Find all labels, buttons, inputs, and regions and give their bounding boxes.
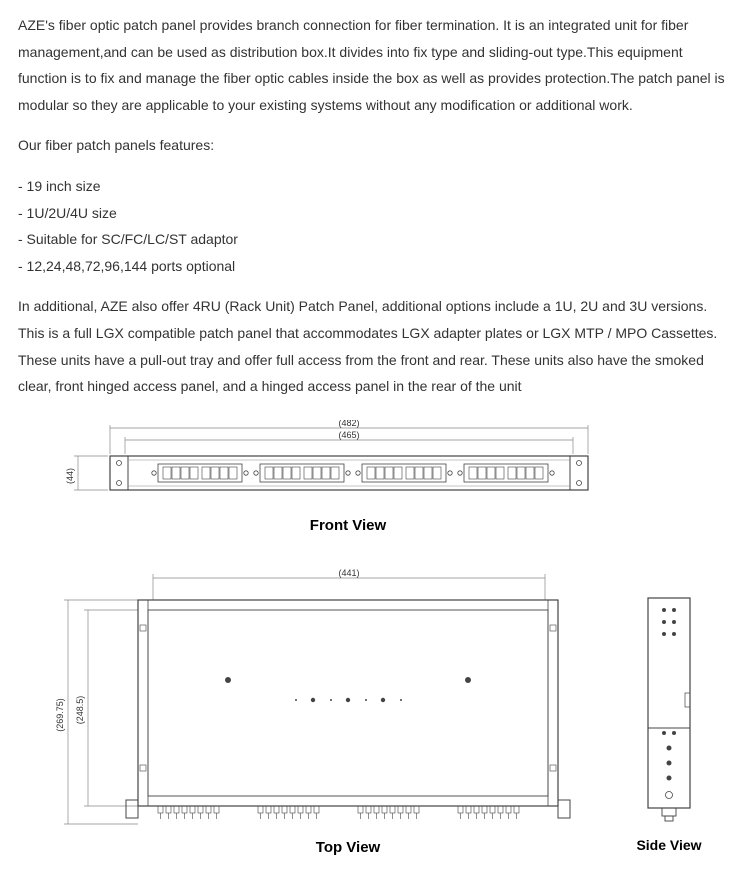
features-title: Our fiber patch panels features: [18,132,732,159]
feature-item: - 1U/2U/4U size [18,200,732,227]
front-dim-465: (465) [338,430,359,440]
feature-item: - Suitable for SC/FC/LC/ST adaptor [18,226,732,253]
feature-item: - 12,24,48,72,96,144 ports optional [18,253,732,280]
feature-item: - 19 inch size [18,173,732,200]
front-dim-482: (482) [338,420,359,428]
front-view-drawing: (482) (465) (44) Front [65,420,588,534]
side-view-label: Side View [636,837,701,853]
top-view-drawing: (441) (269.75) (248.5) [55,568,570,856]
top-dim-inner: (248.5) [75,695,85,724]
features-list: - 19 inch size - 1U/2U/4U size - Suitabl… [18,173,732,279]
top-view-label: Top View [316,839,381,856]
additional-paragraph: In additional, AZE also offer 4RU (Rack … [18,293,732,399]
side-view-drawing: Side View [636,598,701,853]
top-dim-441: (441) [338,568,359,578]
front-view-label: Front View [310,517,387,534]
front-dim-44: (44) [65,468,75,484]
top-dim-outer: (269.75) [55,698,65,732]
intro-paragraph: AZE's fiber optic patch panel provides b… [18,12,732,118]
technical-drawing: (482) (465) (44) Front [18,420,732,860]
